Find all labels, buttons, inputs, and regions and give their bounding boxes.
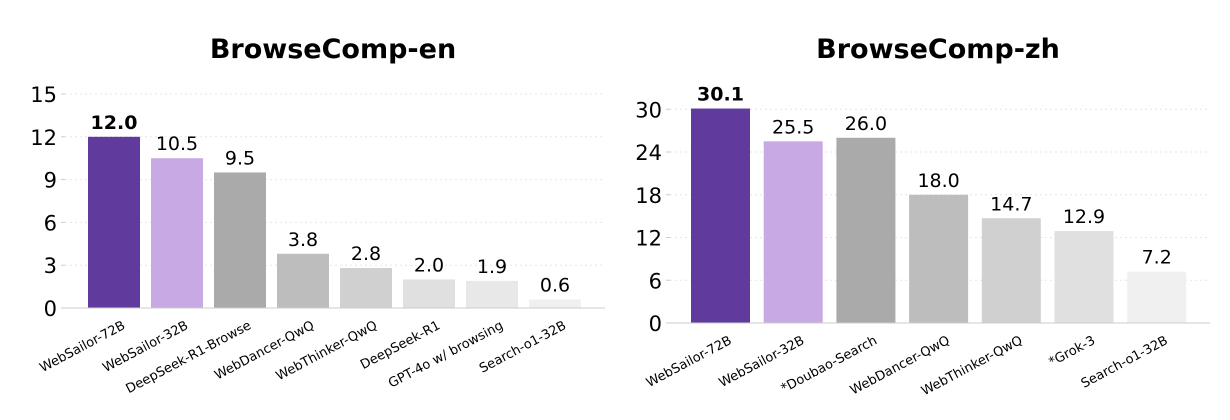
chart1-ytick-label: 6 (44, 211, 57, 235)
chart2-value-label: 18.0 (917, 170, 959, 192)
chart2-bar (1127, 271, 1187, 323)
chart2-ytick-label: 24 (635, 141, 662, 165)
chart2-value-label: 30.1 (697, 84, 744, 106)
chart2-bar (836, 137, 896, 323)
chart1-bar (277, 253, 329, 308)
chart1-value-label: 1.9 (477, 256, 507, 278)
chart2-category-label: *Grok-3 (1047, 333, 1098, 370)
chart2-bar (981, 218, 1041, 323)
chart2-bar (691, 108, 750, 323)
chart1-value-label: 0.6 (540, 274, 570, 296)
chart2-value-label: 7.2 (1142, 247, 1172, 269)
chart1-title: BrowseComp-en (210, 34, 456, 65)
chart1-bar (340, 268, 392, 308)
chart1-value-label: 2.0 (414, 254, 444, 276)
chart1-value-label: 9.5 (225, 147, 255, 169)
chart1-ytick-label: 15 (30, 83, 57, 107)
chart2-ytick-label: 18 (635, 184, 662, 208)
chart1-bar (214, 172, 266, 308)
chart2-title: BrowseComp-zh (816, 34, 1060, 65)
chart1-ytick-label: 9 (44, 169, 57, 193)
chart1-bar (403, 279, 455, 308)
chart1-bar (529, 299, 581, 308)
chart1-category-label: GPT-4o w/ browsing (386, 318, 506, 391)
chart2-bar (763, 141, 823, 323)
chart2-bar (1054, 231, 1114, 323)
chart2-bar (909, 194, 969, 323)
chart2-value-label: 14.7 (990, 193, 1032, 215)
chart1-bar (466, 280, 518, 308)
chart1-value-label: 12.0 (91, 112, 138, 134)
chart1-value-label: 3.8 (288, 229, 318, 251)
chart2-value-label: 26.0 (845, 113, 887, 135)
chart2-ytick-label: 12 (635, 227, 662, 251)
chart1-ytick-label: 3 (44, 254, 57, 278)
chart2-ytick-label: 6 (649, 269, 662, 293)
chart1-bar (151, 158, 203, 308)
chart2-ytick-label: 0 (649, 312, 662, 336)
chart2-value-label: 25.5 (772, 116, 814, 138)
chart1-value-label: 10.5 (156, 133, 198, 155)
chart1-ytick-label: 12 (30, 126, 57, 150)
chart1-value-label: 2.8 (351, 243, 381, 265)
chart1-ytick-label: 0 (44, 297, 57, 321)
chart2-ytick-label: 30 (635, 98, 662, 122)
chart2-value-label: 12.9 (1063, 206, 1105, 228)
chart1-bar (88, 136, 140, 308)
